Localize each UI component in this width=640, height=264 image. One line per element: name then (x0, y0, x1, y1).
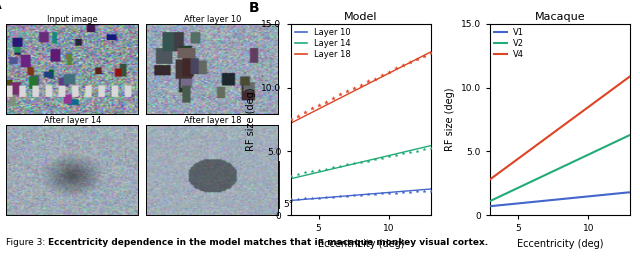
Point (398, 190, 408, 194)
X-axis label: Eccentricity (deg): Eccentricity (deg) (317, 239, 404, 249)
Point (335, 194, 345, 198)
Point (398, 63, 408, 67)
Point (292, 172, 303, 176)
Point (384, 70, 394, 74)
Point (377, 156, 387, 160)
Point (321, 100, 331, 104)
Title: After layer 14: After layer 14 (44, 116, 101, 125)
Point (285, 117, 296, 121)
Point (292, 114, 303, 118)
Title: Input image: Input image (47, 15, 98, 24)
Point (412, 57, 422, 62)
Point (307, 106, 317, 110)
Point (426, 51, 436, 55)
Title: After layer 18: After layer 18 (184, 116, 241, 125)
Point (349, 193, 359, 197)
Point (370, 192, 380, 196)
Y-axis label: RF size (deg): RF size (deg) (445, 88, 455, 151)
Point (363, 158, 373, 163)
Point (285, 174, 296, 178)
Point (419, 147, 429, 151)
Point (335, 92, 345, 96)
Point (300, 196, 310, 200)
Title: After layer 10: After layer 10 (184, 15, 241, 24)
Point (292, 197, 303, 201)
Point (300, 110, 310, 114)
Point (412, 189, 422, 194)
Point (391, 66, 401, 70)
Title: Macaque: Macaque (535, 12, 586, 22)
Point (370, 77, 380, 81)
Point (426, 188, 436, 193)
Point (419, 189, 429, 193)
Text: B: B (248, 1, 259, 15)
Point (398, 151, 408, 155)
Point (363, 79, 373, 83)
Point (342, 194, 352, 198)
Point (321, 195, 331, 199)
Point (404, 60, 415, 64)
Point (307, 169, 317, 173)
Point (314, 168, 324, 172)
Point (391, 190, 401, 195)
Point (419, 54, 429, 58)
Text: A: A (0, 0, 1, 12)
Point (391, 153, 401, 157)
Point (328, 194, 338, 199)
X-axis label: Eccentricity (deg): Eccentricity (deg) (517, 239, 604, 249)
Point (349, 86, 359, 90)
Point (328, 165, 338, 169)
Point (384, 154, 394, 158)
Point (342, 89, 352, 93)
Point (370, 157, 380, 161)
Legend: V1, V2, V4: V1, V2, V4 (494, 28, 524, 59)
Point (356, 160, 366, 164)
Point (426, 145, 436, 150)
Y-axis label: RF size (deg): RF size (deg) (246, 88, 256, 151)
Point (335, 164, 345, 168)
Legend: Layer 10, Layer 14, Layer 18: Layer 10, Layer 14, Layer 18 (294, 28, 351, 59)
Point (328, 96, 338, 100)
Point (384, 191, 394, 195)
Point (356, 83, 366, 87)
Text: Figure 3:: Figure 3: (6, 238, 49, 247)
Point (404, 150, 415, 154)
Title: Model: Model (344, 12, 378, 22)
Point (356, 193, 366, 197)
Point (314, 195, 324, 200)
Point (321, 167, 331, 171)
Point (342, 162, 352, 167)
Point (307, 196, 317, 200)
Point (363, 192, 373, 196)
Text: 5°: 5° (284, 200, 294, 209)
Point (285, 197, 296, 201)
Point (349, 161, 359, 165)
Point (377, 73, 387, 77)
Point (300, 170, 310, 175)
Point (404, 190, 415, 194)
Text: Eccentricity dependence in the model matches that in macaque monkey visual corte: Eccentricity dependence in the model mat… (48, 238, 488, 247)
Point (412, 149, 422, 153)
Point (377, 191, 387, 196)
Point (314, 103, 324, 107)
